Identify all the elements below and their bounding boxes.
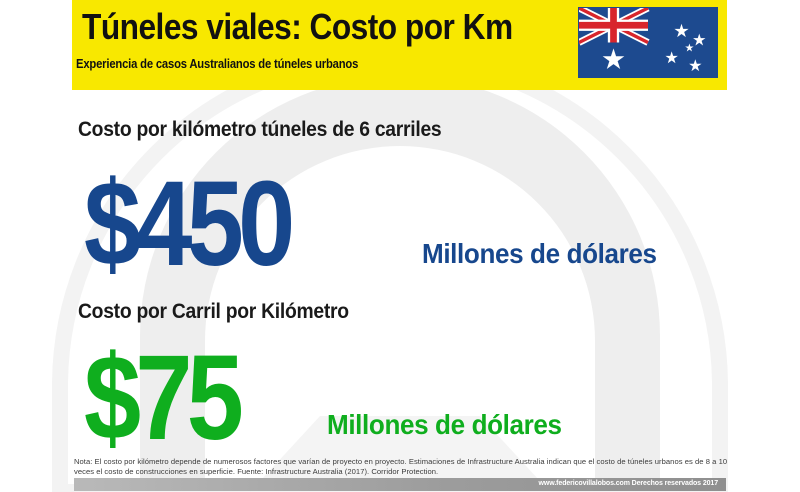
australia-flag-icon bbox=[578, 7, 718, 78]
stat-units-cost-per-lane-km: Millones de dólares bbox=[327, 409, 562, 440]
stat-value-cost-per-lane-km: $75 bbox=[84, 329, 244, 465]
credit-bar: www.federicovillalobos.com Derechos rese… bbox=[74, 478, 726, 491]
stat-units-cost-per-km: Millones de dólares bbox=[422, 238, 657, 269]
page-title: Túneles viales: Costo por Km bbox=[82, 6, 513, 47]
credit-text: www.federicovillalobos.com Derechos rese… bbox=[538, 480, 719, 487]
stat-label-cost-per-km: Costo por kilómetro túneles de 6 carrile… bbox=[78, 118, 442, 141]
stat-label-cost-per-lane-km: Costo por Carril por Kilómetro bbox=[78, 300, 349, 323]
stat-value-cost-per-km: $450 bbox=[84, 155, 295, 291]
page-subtitle: Experiencia de casos Australianos de tún… bbox=[76, 57, 359, 71]
footnote-text: Nota: El costo por kilómetro depende de … bbox=[74, 457, 728, 476]
